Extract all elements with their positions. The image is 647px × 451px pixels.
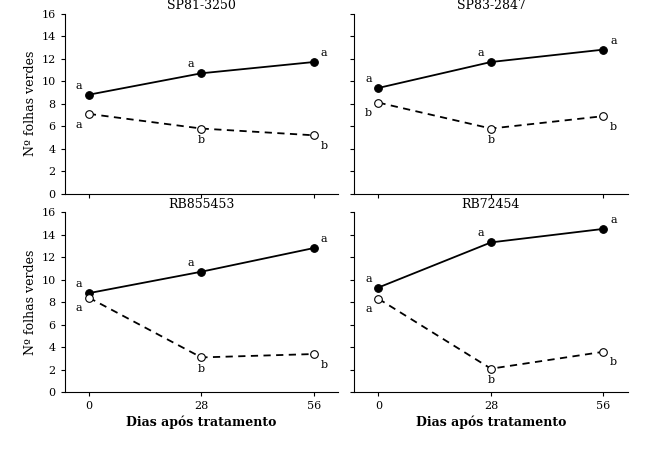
Text: b: b: [320, 359, 327, 370]
Text: a: a: [365, 74, 372, 84]
Title: SP81-3250: SP81-3250: [167, 0, 236, 12]
Text: a: a: [610, 215, 617, 225]
Text: b: b: [198, 135, 205, 145]
Text: b: b: [487, 375, 494, 386]
Text: a: a: [477, 48, 484, 58]
Y-axis label: Nº folhas verdes: Nº folhas verdes: [24, 51, 38, 156]
Title: RB855453: RB855453: [168, 198, 234, 211]
X-axis label: Dias após tratamento: Dias após tratamento: [126, 415, 276, 429]
Text: b: b: [198, 364, 205, 374]
Title: RB72454: RB72454: [462, 198, 520, 211]
Y-axis label: Nº folhas verdes: Nº folhas verdes: [24, 249, 38, 355]
Text: a: a: [320, 48, 327, 58]
Text: b: b: [610, 357, 617, 368]
Text: b: b: [610, 122, 617, 132]
Title: SP83-2847: SP83-2847: [457, 0, 525, 12]
Text: a: a: [76, 81, 82, 91]
X-axis label: Dias após tratamento: Dias após tratamento: [416, 415, 566, 429]
Text: a: a: [610, 36, 617, 46]
Text: a: a: [188, 60, 195, 69]
Text: b: b: [320, 141, 327, 151]
Text: a: a: [320, 234, 327, 244]
Text: a: a: [365, 304, 372, 314]
Text: b: b: [365, 108, 372, 118]
Text: a: a: [477, 229, 484, 239]
Text: a: a: [76, 120, 82, 129]
Text: a: a: [76, 303, 82, 313]
Text: b: b: [487, 135, 494, 145]
Text: a: a: [365, 274, 372, 284]
Text: a: a: [188, 258, 195, 268]
Text: a: a: [76, 279, 82, 289]
